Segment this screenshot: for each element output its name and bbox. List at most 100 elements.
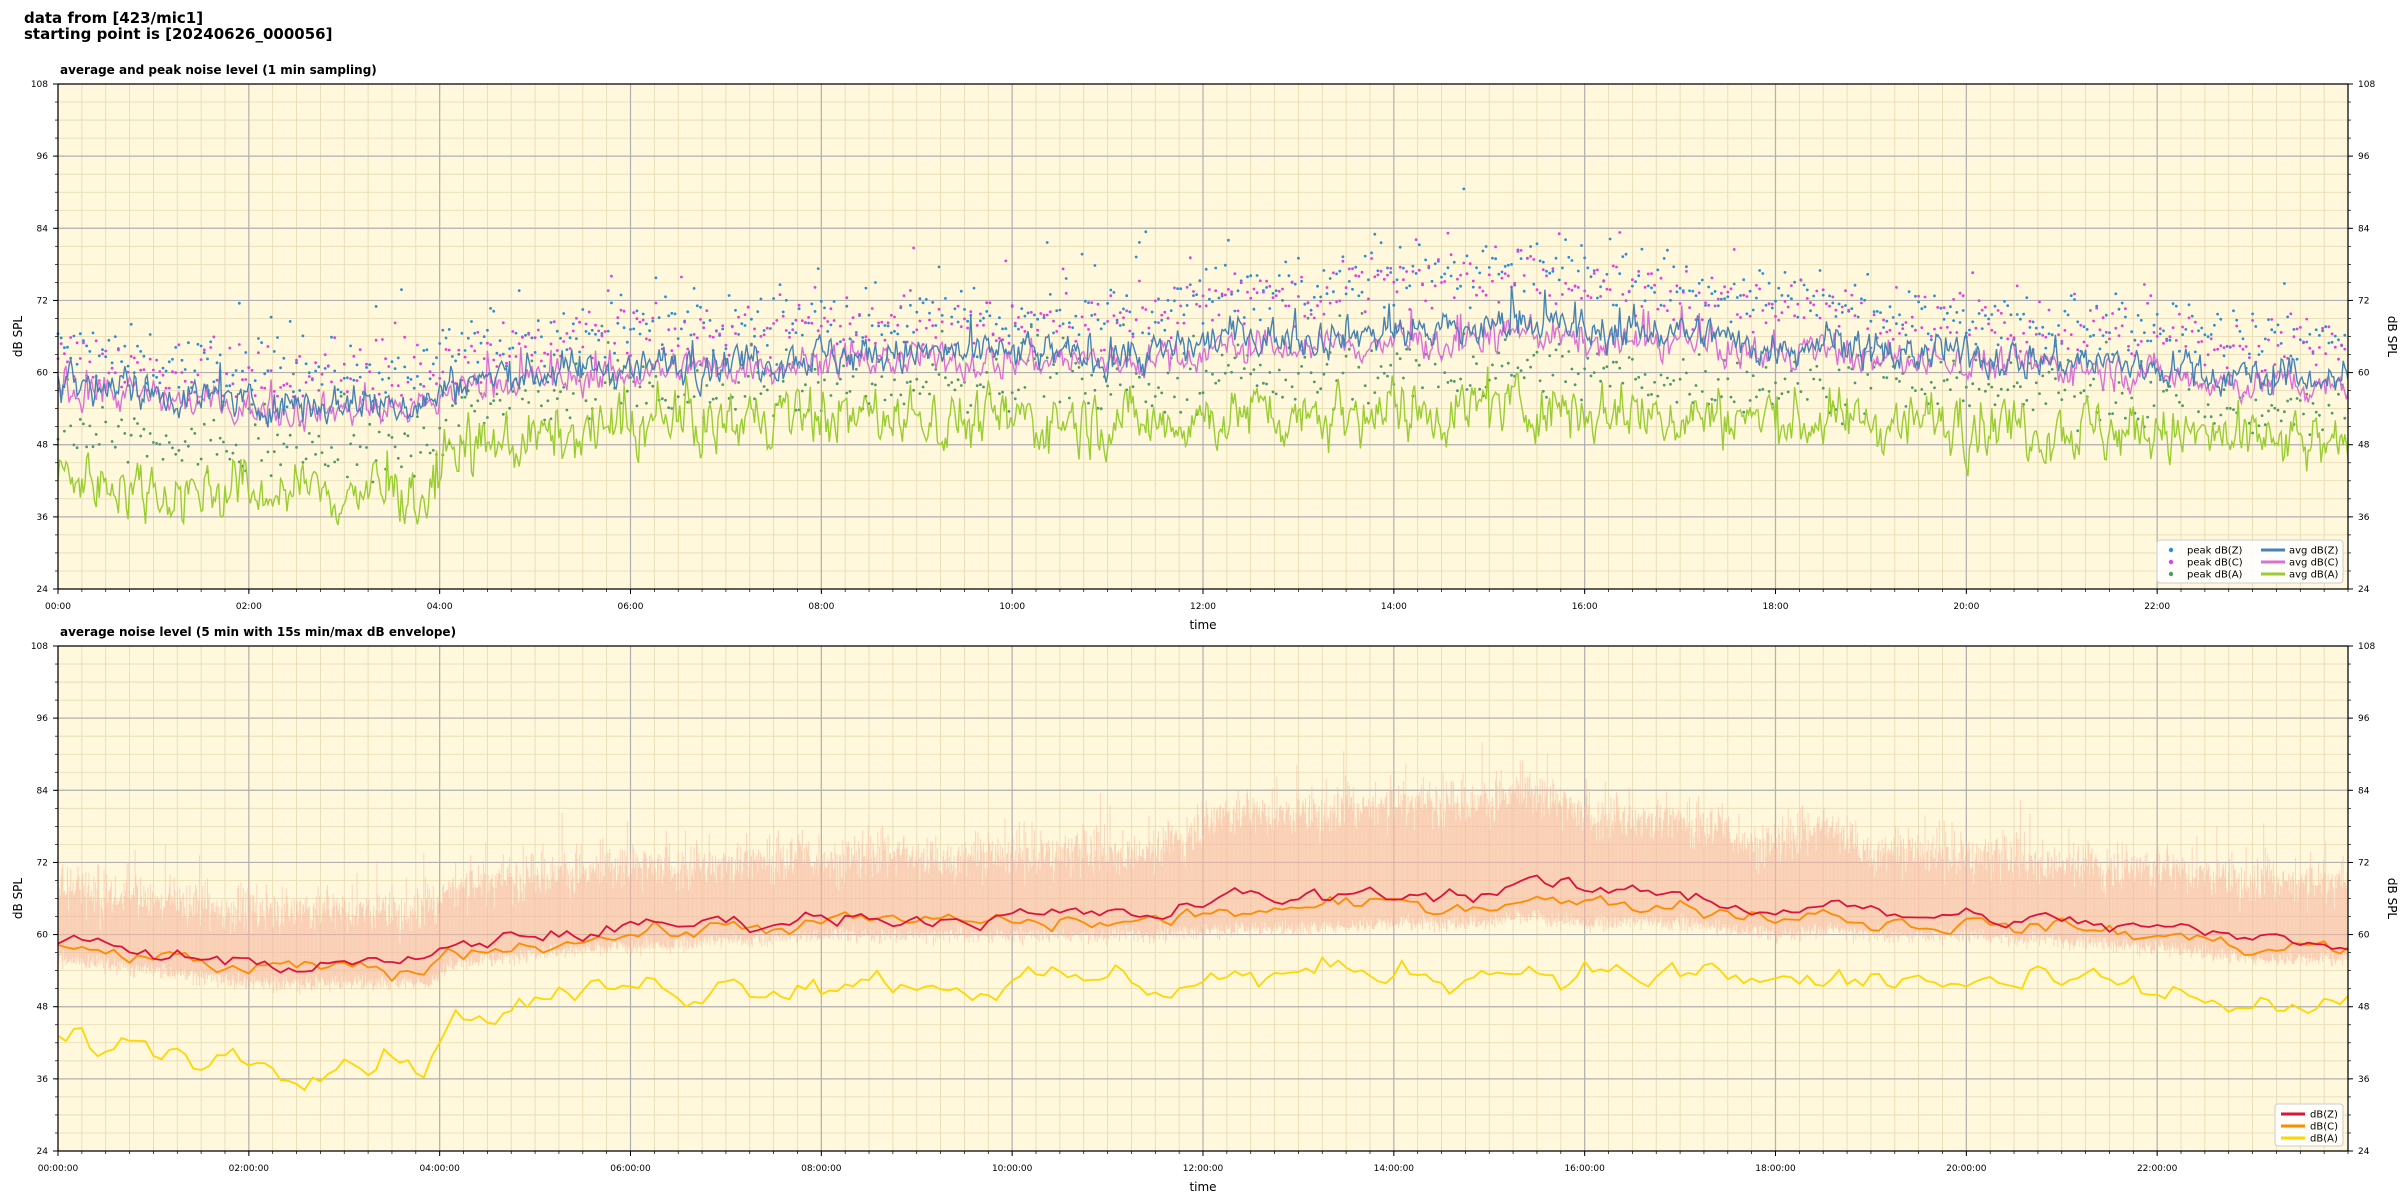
peak-z-point: [2295, 357, 2299, 361]
y-axis-label-right: dB SPL: [2385, 316, 2399, 358]
legend-label: peak dB(Z): [2187, 546, 2243, 557]
peak-a-point: [1134, 372, 1138, 375]
peak-z-point: [1147, 332, 1151, 336]
peak-z-point: [1770, 306, 1774, 310]
peak-z-point: [2152, 323, 2156, 327]
peak-a-point: [998, 392, 1001, 395]
peak-c-point: [1328, 301, 1332, 305]
peak-a-point: [746, 374, 750, 378]
peak-c-point: [1319, 299, 1323, 303]
peak-c-point: [753, 327, 756, 331]
peak-c-point: [533, 336, 537, 340]
peak-c-point: [1491, 279, 1494, 283]
peak-a-point: [276, 433, 279, 437]
peak-c-point: [1446, 231, 1450, 235]
peak-c-point: [1007, 341, 1011, 345]
peak-z-point: [756, 310, 760, 313]
peak-z-point: [2273, 330, 2277, 334]
peak-z-point: [218, 353, 222, 357]
peak-z-point: [1872, 310, 1876, 313]
peak-c-point: [889, 313, 893, 317]
peak-c-point: [1958, 291, 1962, 295]
peak-a-point: [1608, 384, 1612, 388]
peak-z-point: [196, 342, 200, 346]
peak-a-point: [552, 389, 556, 392]
peak-z-point: [594, 332, 597, 336]
peak-c-point: [2298, 326, 2302, 329]
peak-z-point: [253, 379, 257, 383]
peak-a-point: [1344, 354, 1348, 358]
peak-z-point: [2178, 349, 2181, 353]
peak-c-point: [2149, 294, 2153, 297]
peak-c-point: [177, 343, 181, 347]
peak-c-point: [1246, 290, 1249, 294]
peak-c-point: [1691, 328, 1695, 331]
peak-c-point: [2174, 339, 2178, 342]
peak-c-point: [1526, 256, 1529, 260]
peak-c-point: [1901, 327, 1905, 330]
peak-a-point: [816, 381, 820, 384]
peak-z-point: [1748, 289, 1752, 293]
peak-c-point: [1398, 265, 1402, 269]
peak-c-point: [349, 377, 352, 381]
peak-c-point: [2066, 347, 2070, 350]
peak-a-point: [559, 390, 562, 394]
peak-c-point: [2327, 325, 2331, 329]
peak-a-point: [1599, 379, 1602, 383]
peak-c-point: [1227, 288, 1230, 291]
peak-z-point: [1392, 303, 1396, 307]
peak-z-point: [1545, 269, 1548, 273]
peak-a-point: [937, 373, 941, 376]
peak-a-point: [2273, 406, 2277, 410]
peak-a-point: [568, 416, 572, 420]
peak-z-point: [845, 304, 849, 308]
peak-c-point: [288, 384, 292, 388]
peak-c-point: [1538, 291, 1542, 295]
peak-c-point: [463, 355, 467, 359]
peak-a-point: [1678, 377, 1682, 381]
peak-c-point: [2333, 345, 2337, 349]
peak-c-point: [1993, 331, 1997, 334]
peak-z-point: [676, 337, 680, 340]
peak-z-point: [2044, 346, 2048, 350]
peak-z-point: [1077, 333, 1081, 336]
peak-z-point: [778, 283, 782, 286]
peak-z-point: [1669, 298, 1672, 302]
peak-c-point: [1090, 301, 1094, 304]
peak-z-point: [1755, 296, 1758, 300]
peak-z-point: [206, 357, 209, 361]
peak-z-point: [66, 345, 69, 349]
peak-c-point: [2101, 316, 2105, 320]
peak-z-point: [63, 346, 66, 350]
peak-c-point: [969, 310, 973, 314]
peak-z-point: [1001, 327, 1004, 331]
peak-a-point: [1503, 338, 1507, 341]
peak-c-point: [2318, 346, 2321, 349]
peak-z-point: [2003, 300, 2006, 303]
peak-z-point: [1850, 307, 1854, 310]
peak-c-point: [2076, 348, 2080, 352]
peak-c-point: [2041, 333, 2045, 337]
peak-a-point: [1456, 389, 1459, 393]
peak-c-point: [988, 301, 992, 305]
peak-a-point: [877, 360, 880, 364]
peak-a-point: [2187, 388, 2191, 391]
peak-z-point: [1634, 280, 1637, 283]
peak-a-point: [2047, 370, 2051, 374]
peak-z-point: [1716, 304, 1720, 308]
peak-z-point: [393, 367, 397, 370]
peak-c-point: [730, 325, 734, 329]
peak-z-point: [2318, 334, 2321, 337]
peak-a-point: [145, 454, 149, 458]
peak-z-point: [476, 360, 480, 364]
peak-c-point: [2063, 329, 2067, 332]
peak-z-point: [1303, 302, 1307, 306]
peak-c-point: [2302, 340, 2305, 344]
peak-c-point: [1837, 324, 1841, 328]
peak-z-point: [2089, 335, 2092, 338]
peak-a-point: [2343, 416, 2347, 420]
peak-a-point: [1662, 383, 1666, 387]
peak-z-point: [1258, 318, 1262, 322]
peak-z-point: [1150, 310, 1154, 314]
peak-z-point: [2092, 333, 2096, 337]
